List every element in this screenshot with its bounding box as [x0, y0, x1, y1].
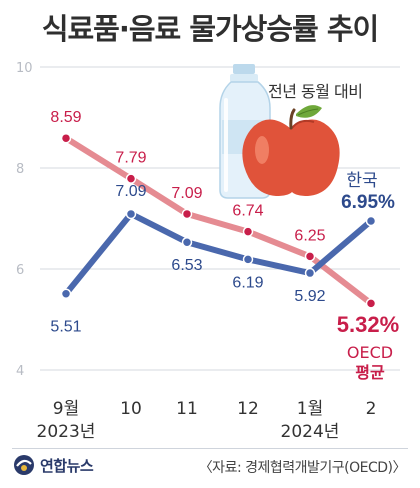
- series-line: [63, 210, 374, 297]
- data-label: 6.74: [232, 203, 263, 220]
- apple-icon: [242, 105, 340, 196]
- logo-text: 연합뉴스: [40, 456, 94, 475]
- data-point: [304, 267, 316, 279]
- series-name-oecd: 평균: [355, 363, 385, 382]
- x-tick-label: 12: [237, 399, 259, 419]
- data-label: 7.79: [115, 150, 146, 167]
- data-label: 6.25: [294, 227, 325, 244]
- data-label: 7.09: [115, 183, 146, 200]
- chart-title: 식료품·음료 물가상승률 추이: [41, 12, 379, 46]
- data-label: 6.19: [232, 274, 263, 291]
- data-point: [181, 208, 193, 220]
- data-label: 5.92: [294, 288, 325, 305]
- data-point: [242, 254, 254, 265]
- label-layer: 5.51 7.09 6.53 6.19 5.92 8.59 7.79 7.09 6.74 6.25…: [50, 109, 399, 382]
- x-tick-label: 9월: [53, 399, 79, 419]
- data-point: [125, 208, 137, 220]
- illustration: [219, 64, 340, 199]
- y-tick-label: 6: [16, 263, 24, 278]
- y-tick-label: 8: [16, 162, 24, 177]
- grid-layer: 4 6 8 10: [16, 61, 400, 379]
- x-tick-label: 10: [120, 399, 142, 419]
- data-point: [181, 236, 193, 248]
- data-label: 8.59: [50, 109, 81, 126]
- y-tick-label: 4: [16, 364, 24, 379]
- yonhap-logo: 연합뉴스: [12, 452, 94, 478]
- data-point: [242, 226, 254, 237]
- data-point: [304, 251, 316, 262]
- series-name-korea: 한국: [346, 171, 377, 191]
- data-point: [365, 215, 377, 227]
- data-point: [365, 298, 377, 309]
- x-tick-sublabel: 2024년: [281, 422, 340, 442]
- x-tick-label: 11: [176, 399, 198, 419]
- data-label: 6.53: [171, 257, 202, 274]
- data-label: 5.32%: [337, 312, 399, 337]
- data-point: [125, 173, 137, 184]
- x-tick-label: 2: [366, 399, 377, 419]
- data-label: 5.51: [50, 319, 81, 336]
- x-tick-label: 1월: [297, 399, 323, 419]
- data-label: 6.95%: [341, 192, 395, 213]
- x-axis-layer: 9월 2023년 10 11 12 1월 2024년 2: [37, 399, 377, 442]
- chart-subtitle: 전년 동월 대비: [268, 82, 363, 101]
- series-name-oecd: OECD: [347, 343, 393, 362]
- x-tick-sublabel: 2023년: [37, 422, 96, 442]
- data-label: 7.09: [171, 185, 202, 202]
- yonhap-logo-icon: [14, 455, 34, 475]
- data-point: [60, 132, 72, 144]
- source-note: 〈자료: 경제협력개발기구(OECD)〉: [198, 460, 407, 476]
- data-point: [60, 288, 72, 299]
- y-tick-label: 10: [16, 61, 33, 76]
- series-layer: [60, 132, 377, 309]
- footer-divider: [12, 448, 408, 449]
